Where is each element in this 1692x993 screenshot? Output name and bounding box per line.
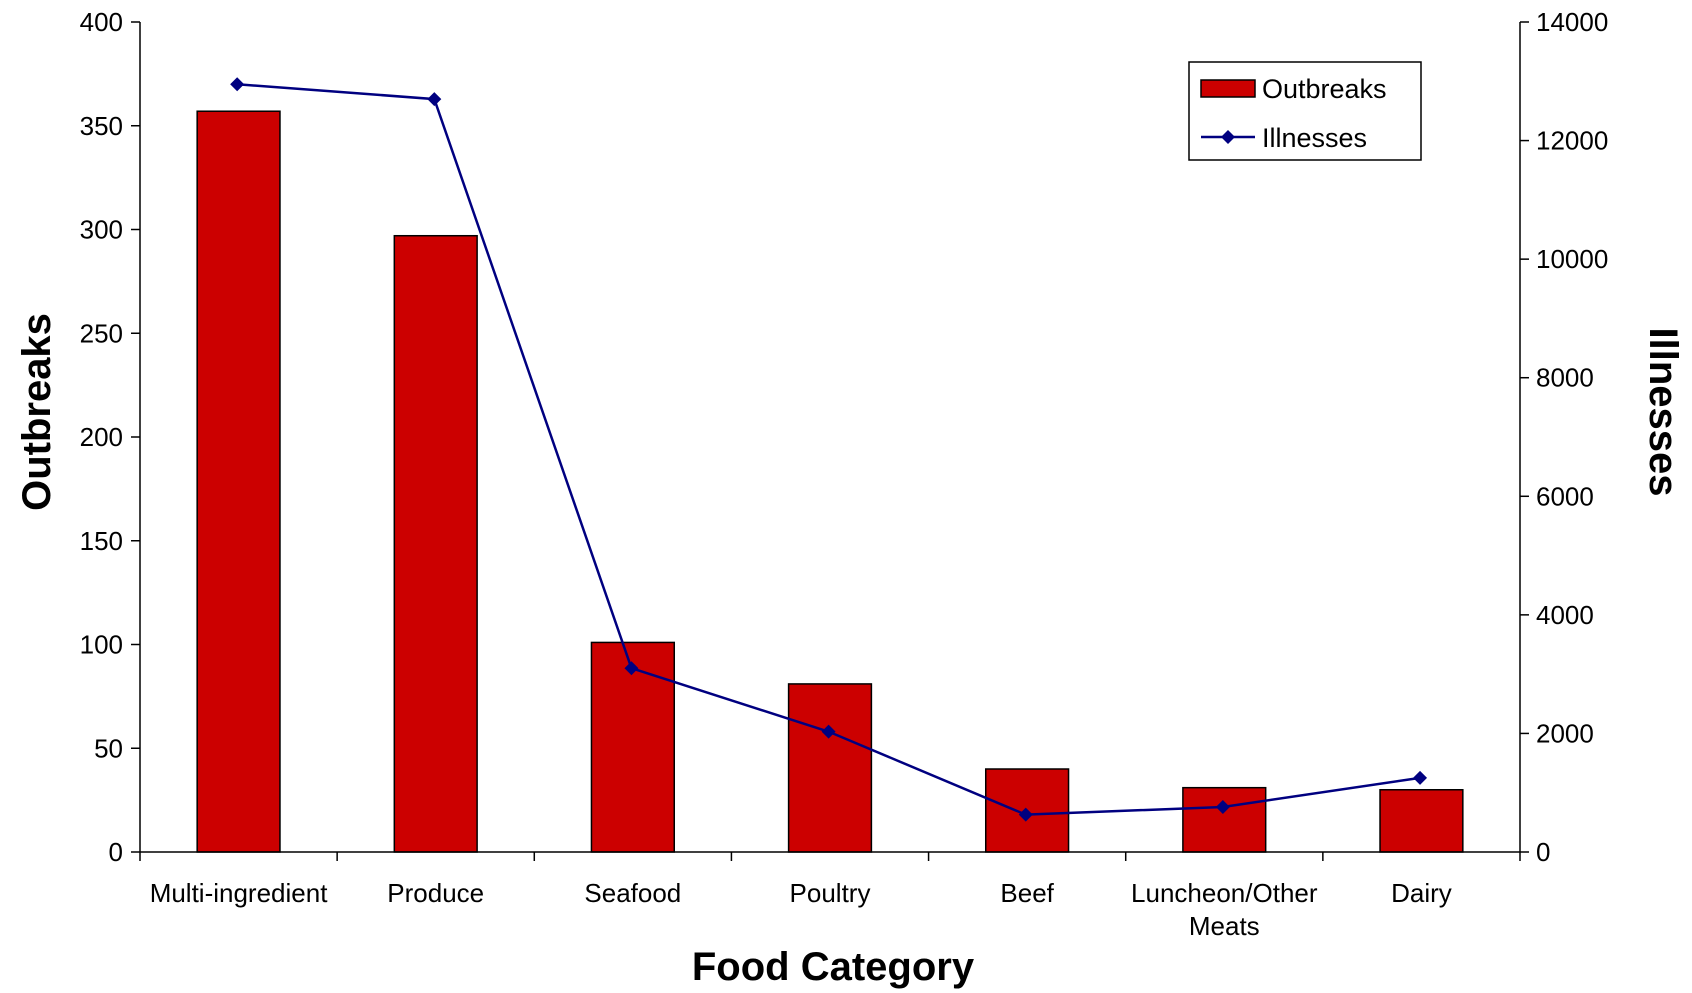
x-tick-label-3: Seafood: [584, 878, 681, 908]
x-axis-title: Food Category: [692, 945, 975, 989]
legend-swatch-outbreaks: [1200, 79, 1256, 98]
y-tick-label-2: 100: [80, 630, 123, 660]
illnesses-point-4: [821, 724, 836, 739]
y-tick-label-8: 400: [80, 7, 123, 37]
bar-outbreaks-3: [590, 641, 676, 853]
y-tick-label-0: 0: [109, 837, 123, 867]
legend-box: [1188, 61, 1422, 161]
axes-layer: [131, 21, 1529, 861]
y2-tick-label-1: 2000: [1536, 718, 1594, 748]
illnesses-point-3: [624, 661, 639, 676]
y2-tick-label-0: 0: [1536, 837, 1550, 867]
bar-outbreaks-7: [1379, 789, 1464, 853]
bars-layer: [196, 110, 1464, 853]
y2-tick-label-7: 14000: [1536, 7, 1608, 37]
x-tick-label-4: Poultry: [790, 878, 871, 908]
y-tick-label-6: 300: [80, 215, 123, 245]
x-tick-label-6-line-1: Luncheon/Other: [1131, 878, 1318, 908]
illnesses-point-6: [1215, 799, 1230, 814]
illnesses-point-1: [230, 77, 245, 92]
legend-marker-illnesses: [1221, 130, 1235, 144]
x-tick-label-5: Beef: [1000, 878, 1054, 908]
illnesses-point-5: [1018, 807, 1033, 822]
x-tick-label-7: Dairy: [1391, 878, 1452, 908]
bar-outbreaks-1: [196, 110, 281, 853]
y2-tick-label-4: 8000: [1536, 363, 1594, 393]
illnesses-point-2: [427, 92, 442, 107]
y2-tick-label-2: 4000: [1536, 600, 1594, 630]
bar-outbreaks-4: [787, 683, 873, 853]
y-tick-label-1: 50: [94, 733, 123, 763]
illnesses-point-7: [1413, 770, 1428, 785]
y2-tick-label-6: 12000: [1536, 126, 1608, 156]
illness-line-layer: [230, 77, 1428, 822]
legend: Outbreaks Illnesses: [1188, 61, 1422, 161]
y2-axis-title: Illnesses: [1641, 327, 1685, 496]
y2-tick-label-3: 6000: [1536, 481, 1594, 511]
bar-outbreaks-6: [1182, 786, 1267, 853]
y-tick-label-4: 200: [80, 422, 123, 452]
legend-label-illnesses: Illnesses: [1262, 123, 1367, 153]
y-tick-label-3: 150: [80, 526, 123, 556]
y-tick-label-7: 350: [80, 111, 123, 141]
x-tick-label-2: Produce: [387, 878, 484, 908]
legend-label-outbreaks: Outbreaks: [1262, 74, 1387, 104]
y-axis-title: Outbreaks: [15, 313, 59, 511]
y-tick-label-5: 250: [80, 318, 123, 348]
x-tick-label-6-line-2: Meats: [1189, 911, 1260, 941]
x-tick-label-1: Multi-ingredient: [150, 878, 329, 908]
bar-outbreaks-2: [393, 234, 478, 853]
y2-tick-label-5: 10000: [1536, 244, 1608, 274]
labels-layer: 0501001502002503003504000200040006000800…: [80, 7, 1609, 941]
